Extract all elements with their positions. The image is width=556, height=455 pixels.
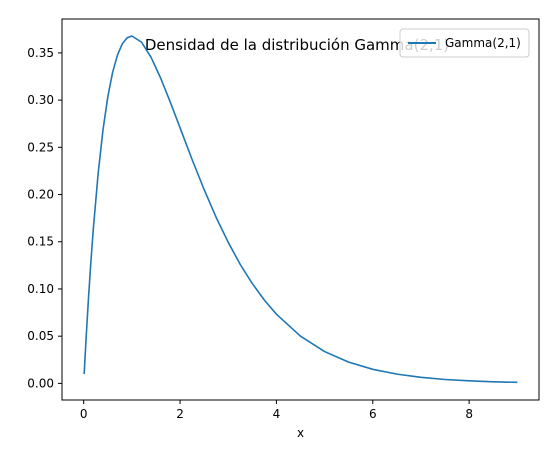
chart-title: Densidad de la distribución Gamma(2,1) [145, 36, 449, 54]
plot-area [83, 35, 518, 384]
y-tick-label: 0.00 [27, 376, 54, 390]
x-tick-label: 2 [176, 407, 184, 421]
y-tick-label: 0.10 [27, 282, 54, 296]
series-line-0 [83, 35, 518, 384]
legend-box [399, 28, 530, 58]
y-tick-label: 0.05 [27, 329, 54, 343]
y-tick-label: 0.20 [27, 188, 54, 202]
x-tick-label: 0 [80, 407, 88, 421]
x-tick-label: 4 [273, 407, 281, 421]
x-axis-label: x [297, 426, 304, 440]
y-tick-label: 0.25 [27, 140, 54, 154]
axis-ticks: 0 2 4 6 8 0.00 0.05 0.10 0.15 0.20 0.25 0.30 0.35 [27, 46, 473, 421]
y-tick-label: 0.35 [27, 46, 54, 60]
y-tick-label: 0.30 [27, 93, 54, 107]
x-tick-label: 8 [465, 407, 473, 421]
legend: Gamma(2,1) [399, 28, 530, 58]
y-tick-label: 0.15 [27, 235, 54, 249]
plot-frame [61, 18, 540, 401]
x-tick-label: 6 [369, 407, 377, 421]
legend-label: Gamma(2,1) [445, 36, 521, 50]
